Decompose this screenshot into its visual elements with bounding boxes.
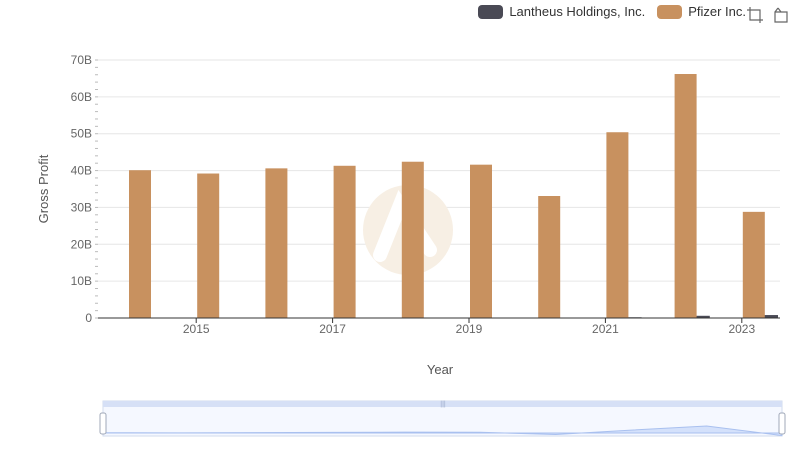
bar-lantheus-2023[interactable] (756, 315, 778, 318)
x-tick-label: 2021 (592, 322, 619, 336)
restore-icon[interactable] (772, 6, 790, 24)
legend-item-lantheus[interactable]: Lantheus Holdings, Inc. (478, 4, 645, 19)
legend-label-pfizer: Pfizer Inc. (688, 4, 746, 19)
y-axis-title: Gross Profit (36, 154, 51, 223)
bar-pfizer-2016[interactable] (265, 168, 288, 318)
bar-pfizer-2021[interactable] (606, 132, 629, 318)
legend-item-pfizer[interactable]: Pfizer Inc. (657, 4, 746, 19)
bar-pfizer-2022[interactable] (674, 74, 697, 319)
y-tick-label: 70B (71, 53, 92, 67)
slider-grip-icon[interactable]: ||| (440, 401, 446, 408)
y-tick-label: 30B (71, 200, 92, 214)
datazoom-slider[interactable]: ||| (99, 400, 786, 437)
legend: Lantheus Holdings, Inc. Pfizer Inc. (478, 4, 746, 19)
y-tick-label: 10B (71, 274, 92, 288)
y-tick-label: 40B (71, 164, 92, 178)
y-tick-label: 50B (71, 127, 92, 141)
x-tick-label: 2019 (456, 322, 483, 336)
y-tick-label: 60B (71, 90, 92, 104)
x-tick-label: 2015 (183, 322, 210, 336)
x-axis-ticks: 2015 2017 2019 2021 2023 (183, 318, 755, 336)
bar-pfizer-2015[interactable] (197, 173, 220, 318)
x-tick-label: 2023 (728, 322, 755, 336)
x-tick-label: 2017 (319, 322, 346, 336)
legend-swatch-pfizer (657, 4, 683, 19)
bar-pfizer-2019[interactable] (470, 164, 492, 318)
zoom-icon[interactable] (746, 6, 764, 24)
bar-lantheus-2022[interactable] (687, 315, 710, 318)
bar-pfizer-2023[interactable] (742, 211, 765, 318)
slider-right-handle[interactable] (778, 412, 786, 435)
bars (129, 74, 778, 319)
x-axis-title: Year (427, 362, 454, 377)
slider-left-handle[interactable] (99, 412, 107, 435)
y-axis-ticks: 0 10B 20B 30B 40B 50B 60B 70B (71, 53, 98, 325)
legend-label-lantheus: Lantheus Holdings, Inc. (509, 4, 646, 19)
slider-preview-area (102, 425, 783, 437)
bar-pfizer-2018[interactable] (401, 161, 424, 318)
bar-pfizer-2020[interactable] (538, 196, 561, 318)
y-tick-label: 0 (85, 311, 92, 325)
y-tick-label: 20B (71, 237, 92, 251)
bar-pfizer-2017[interactable] (333, 165, 356, 318)
bar-pfizer-2014[interactable] (129, 170, 151, 318)
legend-swatch-lantheus (478, 4, 504, 19)
slider-top-bar[interactable] (103, 401, 782, 407)
toolbox (746, 6, 790, 24)
